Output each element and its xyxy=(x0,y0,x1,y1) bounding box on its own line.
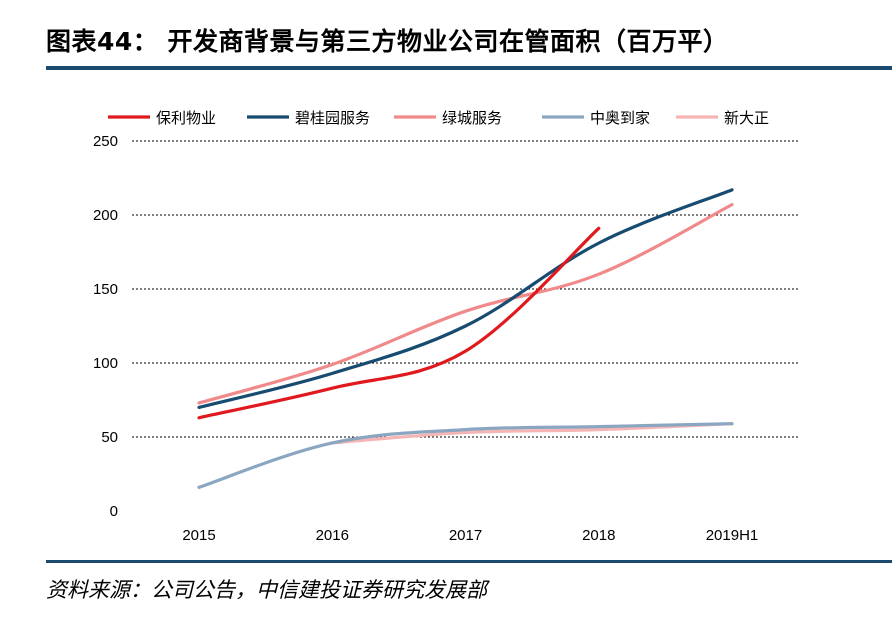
series-line-3 xyxy=(197,422,734,489)
x-axis: 2015 2016 2017 2018 2019H1 xyxy=(182,527,758,544)
series-line-1 xyxy=(197,188,734,409)
x-tick-label: 2019H1 xyxy=(706,527,759,544)
legend: 保利物业 碧桂园服务 绿城服务 中奥到家 新大正 xyxy=(108,109,769,127)
legend-label: 绿城服务 xyxy=(442,109,502,127)
y-axis: 0 50 100 150 200 250 xyxy=(93,133,118,520)
y-tick-label: 100 xyxy=(93,355,118,372)
y-tick-label: 0 xyxy=(110,503,118,520)
series-lines xyxy=(197,188,734,489)
y-tick-label: 250 xyxy=(93,133,118,150)
line-chart: 0 50 100 150 200 250 2015 2016 2017 2018 2019H1 保… xyxy=(93,109,798,544)
legend-label: 保利物业 xyxy=(156,109,216,127)
x-tick-label: 2015 xyxy=(182,527,215,544)
y-tick-label: 50 xyxy=(101,429,118,446)
legend-label: 碧桂园服务 xyxy=(295,109,370,127)
y-tick-label: 150 xyxy=(93,281,118,298)
y-tick-label: 200 xyxy=(93,207,118,224)
x-tick-label: 2018 xyxy=(582,527,615,544)
source-note: 资料来源：公司公告，中信建投证券研究发展部 xyxy=(46,578,487,602)
legend-label: 新大正 xyxy=(724,109,769,127)
chart-title: 图表44： 开发商背景与第三方物业公司在管面积（百万平） xyxy=(46,27,729,56)
grid-lines xyxy=(132,140,798,438)
title-divider xyxy=(46,66,892,70)
footer-divider xyxy=(46,560,892,563)
series-line-0 xyxy=(197,226,601,420)
x-tick-label: 2017 xyxy=(449,527,482,544)
x-tick-label: 2016 xyxy=(316,527,349,544)
legend-label: 中奥到家 xyxy=(590,109,650,127)
series-line-2 xyxy=(197,203,734,405)
